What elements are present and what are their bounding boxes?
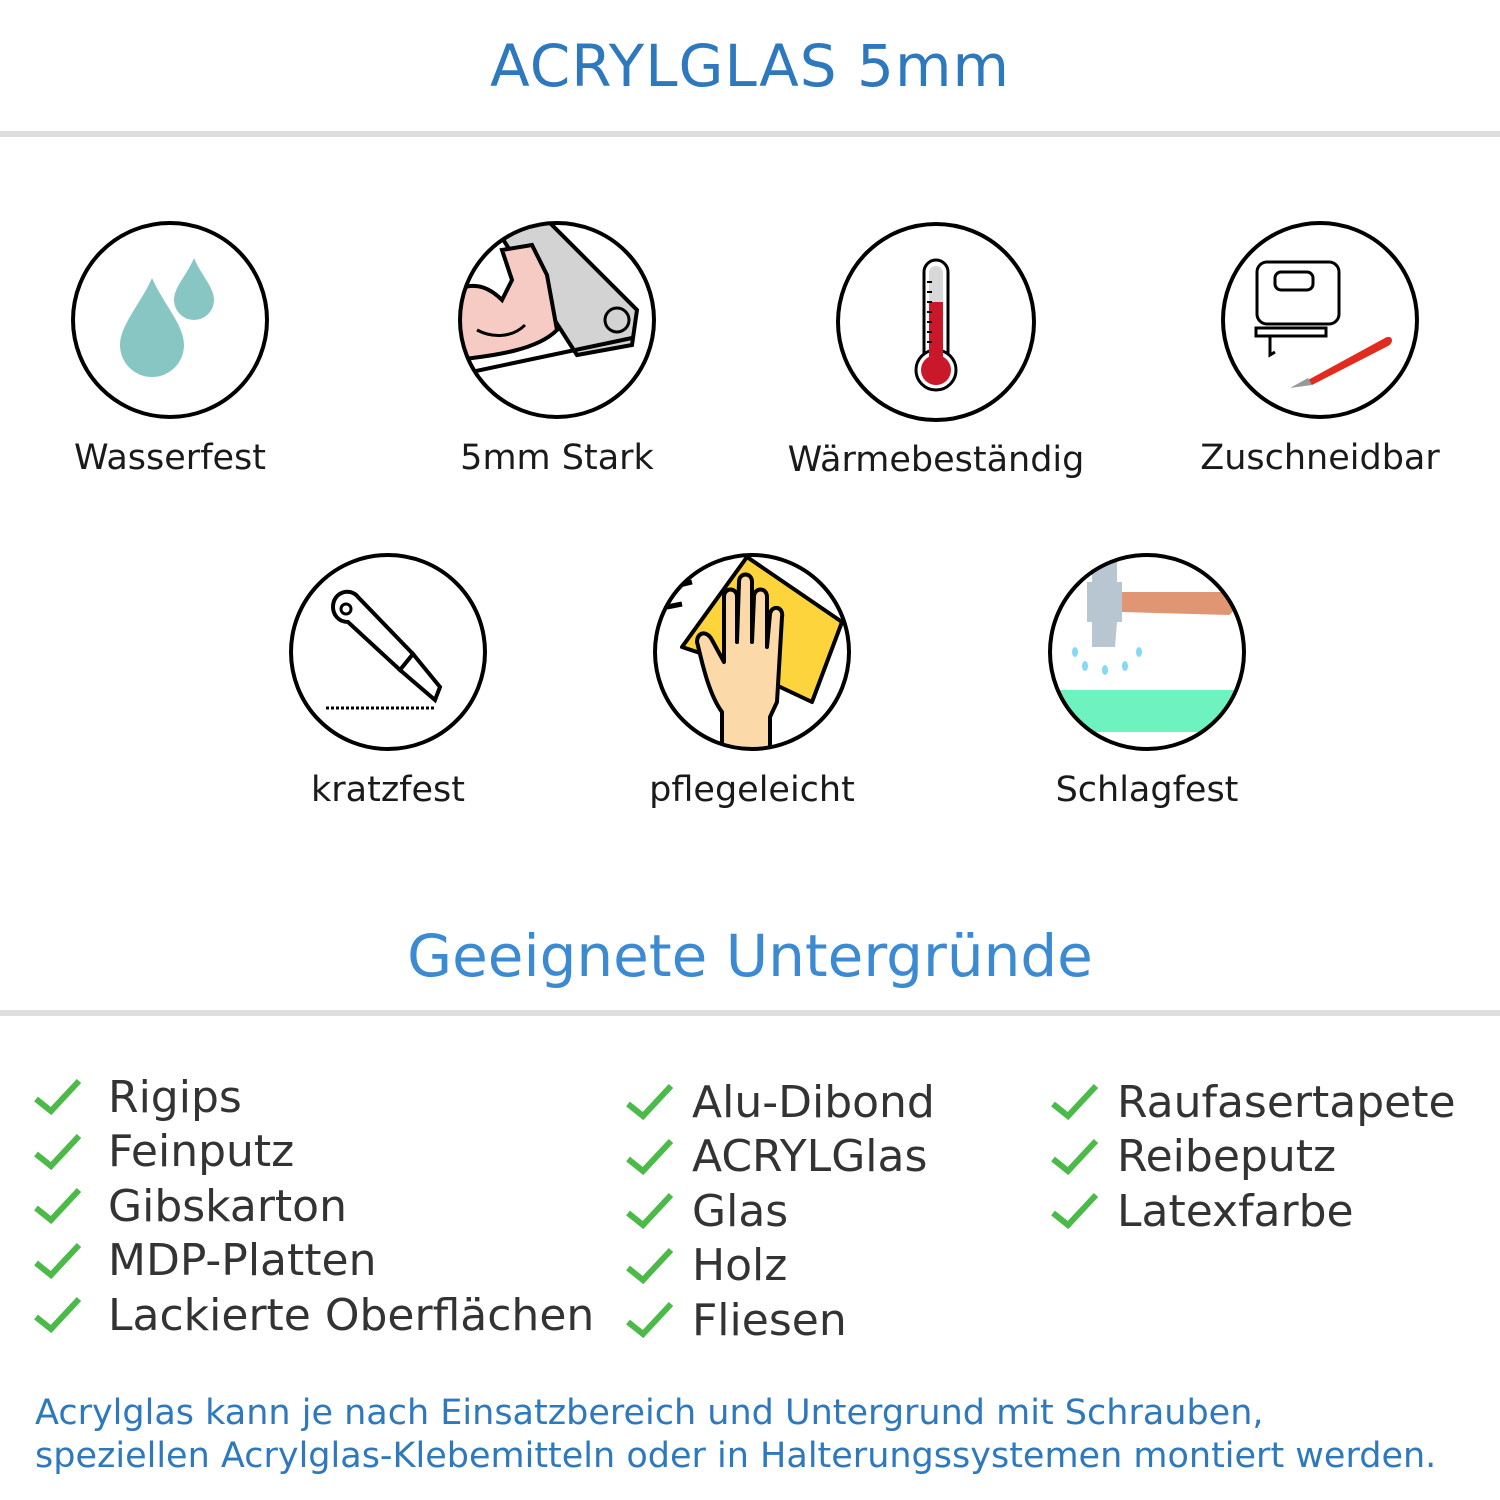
water-drops-icon	[71, 221, 269, 419]
feature-pflegeleicht: pflegeleicht	[602, 552, 902, 810]
thermometer-icon	[836, 222, 1036, 422]
checkmark-icon	[626, 1247, 674, 1284]
checkmark-icon	[34, 1133, 82, 1170]
feature-label: Zuschneidbar	[1200, 438, 1440, 478]
list-item: Latexfarbe	[1050, 1184, 1456, 1239]
divider	[0, 131, 1500, 137]
surface-column-2: Alu-Dibond ACRYLGlas Glas Holz Fliesen	[625, 1075, 935, 1348]
checkmark-icon	[1051, 1084, 1099, 1121]
feature-wasserfest: Wasserfest	[20, 220, 320, 478]
checkmark-icon	[34, 1297, 82, 1334]
feature-kratzfest: kratzfest	[238, 552, 538, 810]
checkmark-icon	[1051, 1193, 1099, 1230]
feature-label: kratzfest	[310, 770, 465, 810]
list-item: Glas	[625, 1184, 935, 1239]
checkmark-icon	[626, 1302, 674, 1339]
feature-label: Schlagfest	[1055, 770, 1239, 810]
note-line-2: speziellen Acrylglas-Klebemitteln oder i…	[35, 1436, 1437, 1476]
hammer-icon	[1048, 553, 1246, 751]
checkmark-icon	[34, 1079, 82, 1116]
list-item: ACRYLGlas	[625, 1130, 935, 1185]
list-item: Feinputz	[33, 1125, 594, 1180]
mounting-note: Acrylglas kann je nach Einsatzbereich un…	[35, 1392, 1436, 1478]
jigsaw-cutter-icon	[1221, 221, 1419, 419]
checkmark-icon	[1051, 1138, 1099, 1175]
checkmark-icon	[626, 1084, 674, 1121]
feature-label: Wärmebeständig	[787, 440, 1085, 480]
list-item: Raufasertapete	[1050, 1075, 1456, 1130]
feature-5mm-stark: 5mm Stark	[407, 220, 707, 478]
list-item: Alu-Dibond	[625, 1075, 935, 1130]
page-title: ACRYLGLAS 5mm	[490, 32, 1010, 100]
list-item: Lackierte Oberflächen	[33, 1288, 594, 1343]
list-item: MDP-Platten	[33, 1234, 594, 1289]
surface-column-3: Raufasertapete Reibeputz Latexfarbe	[1050, 1075, 1456, 1239]
feature-label: pflegeleicht	[649, 770, 855, 810]
list-item: Holz	[625, 1239, 935, 1294]
checkmark-icon	[626, 1193, 674, 1230]
surface-column-1: Rigips Feinputz Gibskarton MDP-Platten L…	[33, 1070, 594, 1343]
checkmark-icon	[34, 1188, 82, 1225]
list-item: Rigips	[33, 1070, 594, 1125]
note-line-1: Acrylglas kann je nach Einsatzbereich un…	[35, 1393, 1264, 1433]
list-item: Reibeputz	[1050, 1130, 1456, 1185]
checkmark-icon	[34, 1242, 82, 1279]
list-item: Fliesen	[625, 1293, 935, 1348]
feature-waermebestaendig: Wärmebeständig	[786, 222, 1086, 480]
feature-label: Wasserfest	[73, 438, 267, 478]
feature-label: 5mm Stark	[460, 438, 654, 478]
divider	[0, 1010, 1500, 1016]
strong-arm-icon	[458, 221, 656, 419]
cleaning-hand-icon	[653, 553, 851, 751]
box-cutter-icon	[289, 553, 487, 751]
checkmark-icon	[626, 1138, 674, 1175]
section-title: Geeignete Untergründe	[407, 922, 1093, 990]
feature-zuschneidbar: Zuschneidbar	[1170, 220, 1470, 478]
list-item: Gibskarton	[33, 1179, 594, 1234]
feature-schlagfest: Schlagfest	[997, 552, 1297, 810]
